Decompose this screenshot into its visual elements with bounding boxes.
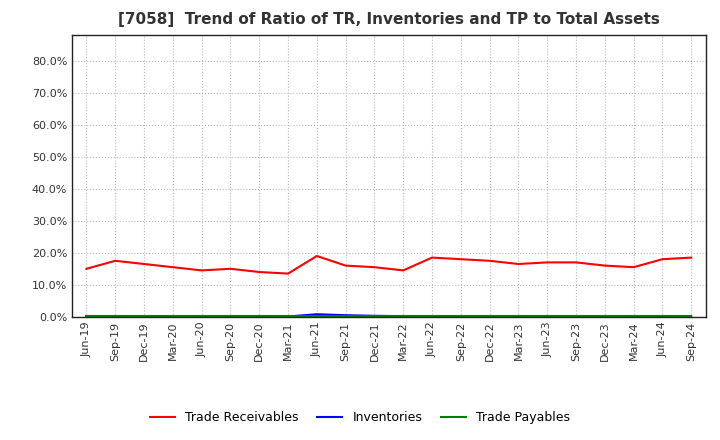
- Trade Payables: [600, 313, 609, 319]
- Legend: Trade Receivables, Inventories, Trade Payables: Trade Receivables, Inventories, Trade Pa…: [145, 407, 575, 429]
- Trade Receivables: [658, 257, 667, 262]
- Trade Receivables: [341, 263, 350, 268]
- Trade Receivables: [140, 261, 148, 267]
- Trade Payables: [629, 313, 638, 319]
- Trade Payables: [197, 313, 206, 319]
- Title: [7058]  Trend of Ratio of TR, Inventories and TP to Total Assets: [7058] Trend of Ratio of TR, Inventories…: [118, 12, 660, 27]
- Line: Trade Receivables: Trade Receivables: [86, 256, 691, 274]
- Trade Payables: [370, 313, 379, 319]
- Trade Receivables: [485, 258, 494, 264]
- Trade Payables: [687, 313, 696, 319]
- Trade Payables: [658, 313, 667, 319]
- Trade Receivables: [600, 263, 609, 268]
- Trade Payables: [572, 313, 580, 319]
- Trade Payables: [82, 313, 91, 319]
- Inventories: [255, 314, 264, 319]
- Trade Payables: [312, 313, 321, 319]
- Trade Payables: [341, 313, 350, 319]
- Inventories: [687, 314, 696, 319]
- Trade Payables: [168, 313, 177, 319]
- Inventories: [658, 314, 667, 319]
- Inventories: [485, 314, 494, 319]
- Inventories: [572, 314, 580, 319]
- Trade Payables: [428, 313, 436, 319]
- Trade Receivables: [82, 266, 91, 271]
- Inventories: [600, 314, 609, 319]
- Trade Payables: [140, 313, 148, 319]
- Trade Receivables: [572, 260, 580, 265]
- Trade Receivables: [629, 264, 638, 270]
- Trade Receivables: [284, 271, 292, 276]
- Trade Receivables: [456, 257, 465, 262]
- Trade Receivables: [168, 264, 177, 270]
- Trade Receivables: [197, 268, 206, 273]
- Trade Receivables: [226, 266, 235, 271]
- Inventories: [514, 314, 523, 319]
- Inventories: [629, 314, 638, 319]
- Inventories: [111, 314, 120, 319]
- Trade Receivables: [255, 269, 264, 275]
- Inventories: [399, 314, 408, 319]
- Inventories: [428, 314, 436, 319]
- Line: Inventories: Inventories: [86, 314, 691, 316]
- Inventories: [341, 312, 350, 318]
- Trade Receivables: [514, 261, 523, 267]
- Trade Payables: [485, 313, 494, 319]
- Inventories: [197, 314, 206, 319]
- Trade Receivables: [687, 255, 696, 260]
- Inventories: [82, 314, 91, 319]
- Inventories: [456, 314, 465, 319]
- Trade Receivables: [399, 268, 408, 273]
- Trade Receivables: [370, 264, 379, 270]
- Trade Payables: [399, 313, 408, 319]
- Inventories: [312, 312, 321, 317]
- Trade Payables: [111, 313, 120, 319]
- Trade Payables: [543, 313, 552, 319]
- Inventories: [284, 314, 292, 319]
- Trade Payables: [226, 313, 235, 319]
- Inventories: [543, 314, 552, 319]
- Trade Receivables: [111, 258, 120, 264]
- Inventories: [226, 314, 235, 319]
- Trade Receivables: [428, 255, 436, 260]
- Trade Payables: [514, 313, 523, 319]
- Inventories: [168, 314, 177, 319]
- Trade Payables: [255, 313, 264, 319]
- Trade Payables: [284, 313, 292, 319]
- Trade Receivables: [543, 260, 552, 265]
- Inventories: [140, 314, 148, 319]
- Inventories: [370, 313, 379, 319]
- Trade Receivables: [312, 253, 321, 259]
- Trade Payables: [456, 313, 465, 319]
